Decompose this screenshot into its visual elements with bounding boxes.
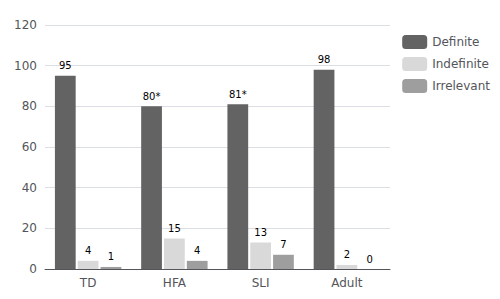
svg-text:81*: 81*: [229, 89, 247, 100]
svg-text:13: 13: [254, 227, 267, 238]
svg-text:80*: 80*: [143, 91, 161, 102]
svg-text:Indefinite: Indefinite: [432, 57, 489, 71]
svg-text:Definite: Definite: [432, 35, 479, 49]
svg-text:95: 95: [59, 60, 72, 71]
svg-text:Irrelevant: Irrelevant: [432, 79, 490, 93]
svg-text:80: 80: [22, 99, 37, 113]
svg-text:98: 98: [318, 54, 331, 65]
svg-text:SLI: SLI: [252, 276, 270, 290]
svg-text:120: 120: [14, 18, 37, 32]
svg-text:20: 20: [22, 221, 37, 235]
svg-text:0: 0: [29, 262, 37, 276]
svg-text:7: 7: [280, 239, 286, 250]
svg-text:1: 1: [108, 251, 114, 262]
svg-text:2: 2: [344, 249, 350, 260]
svg-text:HFA: HFA: [163, 276, 187, 290]
svg-text:Adult: Adult: [331, 276, 363, 290]
svg-text:0: 0: [367, 254, 373, 265]
svg-text:4: 4: [194, 245, 200, 256]
svg-text:TD: TD: [79, 276, 97, 290]
svg-text:15: 15: [168, 223, 181, 234]
svg-text:60: 60: [22, 140, 37, 154]
svg-text:100: 100: [14, 59, 37, 73]
svg-text:4: 4: [85, 245, 91, 256]
svg-text:40: 40: [22, 181, 37, 195]
